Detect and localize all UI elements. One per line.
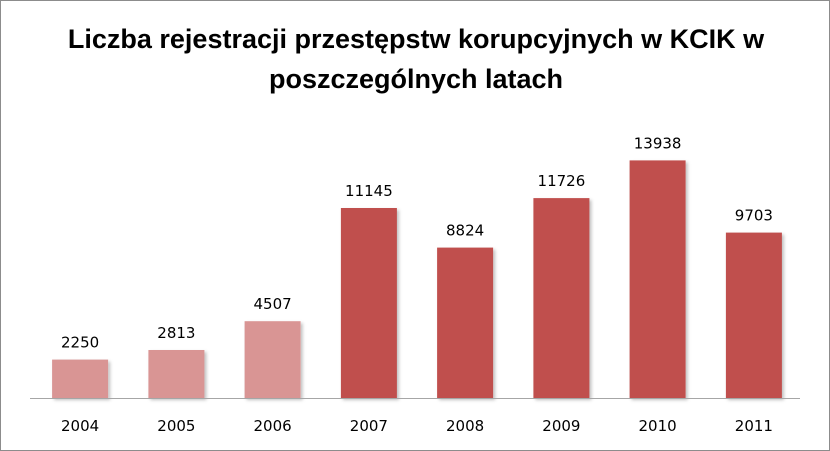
bar-2007 — [340, 208, 397, 398]
data-label-2004: 2250 — [61, 334, 99, 352]
bar-2008 — [437, 247, 494, 398]
data-label-2007: 11145 — [345, 182, 393, 200]
x-tick-label-2011: 2011 — [735, 417, 773, 435]
data-label-2011: 9703 — [735, 207, 773, 225]
x-tick-label-2009: 2009 — [542, 417, 580, 435]
x-tick-label-2007: 2007 — [350, 417, 388, 435]
bar-2010 — [629, 160, 686, 398]
x-tick-label-2005: 2005 — [157, 417, 195, 435]
data-label-2010: 13938 — [634, 134, 682, 152]
bar-2004 — [52, 359, 109, 398]
x-tick-label-2004: 2004 — [61, 417, 99, 435]
x-tick-label-2006: 2006 — [254, 417, 292, 435]
chart-title: Liczba rejestracji przestępstw korupcyjn… — [67, 24, 765, 94]
data-label-2006: 4507 — [254, 295, 292, 313]
bar-2011 — [725, 232, 782, 398]
bar-2005 — [148, 350, 205, 398]
x-tick-label-2008: 2008 — [446, 417, 484, 435]
bar-2009 — [533, 198, 590, 398]
data-label-2005: 2813 — [157, 324, 195, 342]
x-tick-label-2010: 2010 — [639, 417, 677, 435]
data-label-2008: 8824 — [446, 222, 484, 240]
data-label-2009: 11726 — [538, 172, 586, 190]
bar-2006 — [244, 321, 301, 398]
